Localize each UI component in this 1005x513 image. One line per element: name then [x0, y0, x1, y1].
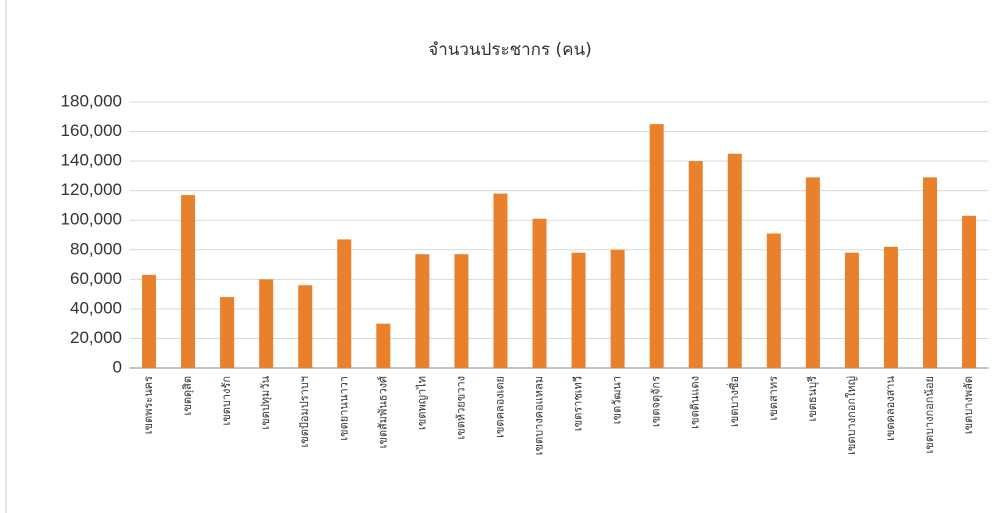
bar: [415, 254, 430, 368]
bar: [142, 274, 157, 368]
bar: [532, 218, 547, 368]
bar: [923, 177, 938, 368]
y-tick-label: 0: [113, 357, 122, 376]
y-tick-label: 160,000: [61, 121, 122, 140]
x-tick-label: เขตสัมพันธวงศ์: [376, 376, 389, 448]
y-tick-label: 100,000: [61, 210, 122, 229]
x-tick-label: เขตบางคอแหลม: [533, 376, 546, 455]
bar: [766, 233, 781, 368]
x-tick-label: เขตบางซื่อ: [726, 376, 741, 427]
x-tick-label: เขตวัฒนา: [611, 376, 624, 424]
y-tick-label: 80,000: [70, 239, 122, 258]
x-tick-label: เขตราชเทวี: [572, 376, 585, 431]
bar: [688, 161, 703, 368]
bar: [298, 285, 313, 368]
x-tick-label: เขตพระนคร: [142, 376, 155, 434]
bar: [181, 195, 196, 368]
bar: [962, 215, 977, 368]
y-tick-label: 20,000: [70, 328, 122, 347]
bar: [376, 323, 391, 368]
x-tick-label: เขตบางรัก: [220, 376, 233, 426]
x-tick-label: เขตคลองสาน: [884, 376, 897, 441]
x-tick-label: เขตบางกอกน้อย: [923, 376, 936, 453]
bar: [610, 249, 625, 368]
bar: [220, 297, 235, 368]
bar: [454, 254, 469, 368]
bar: [337, 239, 352, 368]
y-tick-label: 120,000: [61, 180, 122, 199]
bar: [493, 193, 508, 368]
y-tick-label: 60,000: [70, 269, 122, 288]
y-tick-label: 40,000: [70, 298, 122, 317]
bar: [844, 252, 859, 368]
x-tick-label: เขตดุสิต: [181, 376, 194, 415]
x-tick-label: เขตพญาไท: [415, 376, 428, 430]
x-tick-label: เขตบางพลัด: [962, 376, 975, 434]
x-tick-label: เขตปทุมวัน: [259, 376, 272, 430]
x-tick-label: เขตธนบุรี: [806, 376, 819, 422]
x-tick-label: เขตยานนาวา: [337, 376, 350, 441]
bar: [649, 124, 664, 369]
x-tick-label: เขตป้อมปราบฯ: [298, 376, 311, 448]
y-tick-label: 140,000: [61, 151, 122, 170]
x-tick-label: เขตดินแดง: [689, 376, 702, 429]
x-tick-label: เขตบางกอกใหญ่: [845, 376, 858, 455]
x-tick-label: เขตห้วยขวาง: [454, 376, 467, 440]
x-tick-label: เขตคลองเตย: [493, 376, 506, 438]
bar: [727, 153, 742, 368]
x-tick-label: เขตจตุจักร: [650, 376, 663, 427]
bar: [883, 246, 898, 368]
chart-title: จำนวนประชากร (คน): [428, 40, 592, 60]
bar: [571, 252, 586, 368]
y-tick-label: 180,000: [61, 91, 122, 110]
bar: [259, 279, 274, 368]
x-tick-label: เขตสาทร: [767, 376, 780, 421]
bar: [805, 177, 820, 368]
